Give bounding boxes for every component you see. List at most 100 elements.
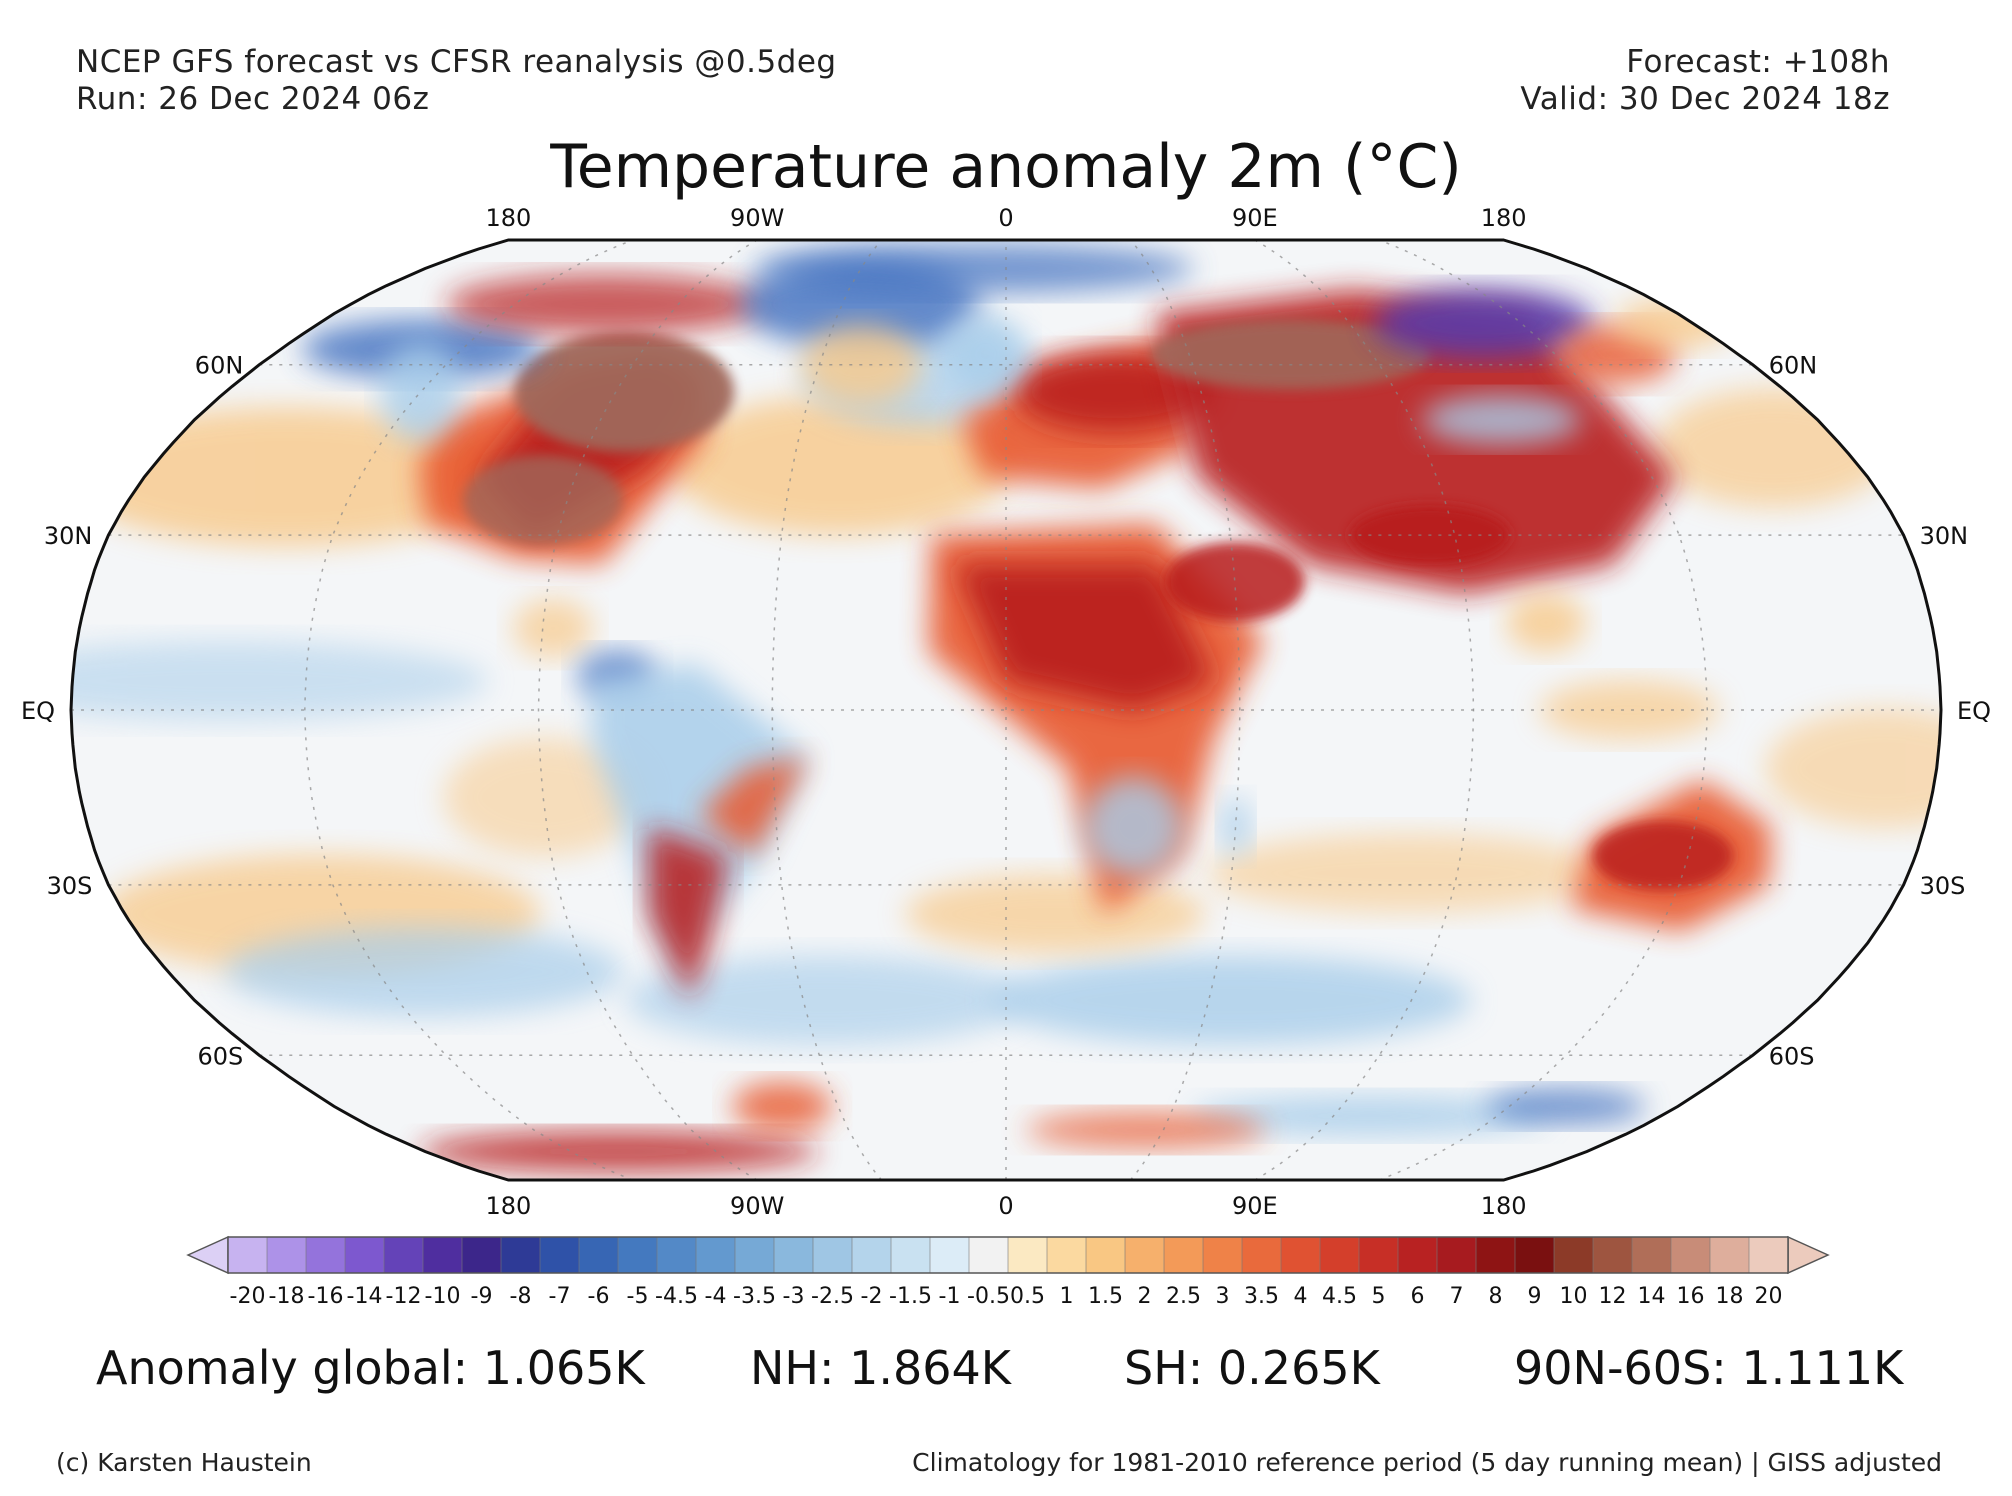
colorbar-swatch — [1319, 1236, 1360, 1274]
colorbar-swatch — [1046, 1236, 1087, 1274]
lat-label-eq-left: EQ — [21, 697, 55, 725]
lon-label-90e-top: 90E — [1232, 204, 1278, 232]
colorbar-swatch — [812, 1236, 853, 1274]
colorbar-swatch — [851, 1236, 892, 1274]
colorbar-swatch — [227, 1236, 268, 1274]
map-outline — [69, 238, 1943, 1182]
colorbar-swatch — [1553, 1236, 1594, 1274]
colorbar-min-arrow — [186, 1235, 229, 1275]
stat-sh-anomaly: SH: 0.265K — [1124, 1341, 1380, 1395]
colorbar-swatch — [1514, 1236, 1555, 1274]
colorbar-tick-label: -3 — [783, 1284, 805, 1309]
colorbar-tick-label: -3.5 — [733, 1284, 776, 1309]
lat-label-30s-right: 30S — [1920, 872, 1966, 900]
colorbar-swatch — [266, 1236, 307, 1274]
colorbar: -20 -18 -16 -14 -12 -10 -9 -8 -7 -6 -5 -4.5 -4 -3.5 -3… — [186, 1235, 1830, 1309]
colorbar-tick-label: 1 — [1060, 1284, 1074, 1309]
colorbar-tick-label: 4 — [1294, 1284, 1308, 1309]
colorbar-swatch — [773, 1236, 814, 1274]
stat-nh-anomaly: NH: 1.864K — [750, 1341, 1011, 1395]
lon-label-180-top: 180 — [485, 204, 531, 232]
colorbar-tick-label: 0.5 — [1010, 1284, 1045, 1309]
lat-label-eq-right: EQ — [1957, 697, 1991, 725]
header-left: NCEP GFS forecast vs CFSR reanalysis @0.… — [76, 44, 837, 118]
colorbar-swatch — [1241, 1236, 1282, 1274]
map-title: Temperature anomaly 2m (°C) — [550, 132, 1462, 202]
colorbar-swatch — [890, 1236, 931, 1274]
colorbar-swatch — [929, 1236, 970, 1274]
colorbar-swatch — [422, 1236, 463, 1274]
colorbar-tick-label: -5 — [627, 1284, 649, 1309]
lon-label-90w-top: 90W — [730, 204, 784, 232]
colorbar-swatch — [578, 1236, 619, 1274]
colorbar-swatch — [1436, 1236, 1477, 1274]
colorbar-tick-label: -6 — [588, 1284, 610, 1309]
colorbar-swatch — [1475, 1236, 1516, 1274]
colorbar-tick-label: -10 — [425, 1284, 461, 1309]
colorbar-tick-label: -9 — [471, 1284, 493, 1309]
lon-label-180-bottom: 180 — [485, 1192, 531, 1220]
colorbar-swatch — [1124, 1236, 1165, 1274]
colorbar-max-arrow — [1787, 1235, 1830, 1275]
colorbar-tick-label: -0.5 — [967, 1284, 1010, 1309]
colorbar-tick-label: 2.5 — [1166, 1284, 1201, 1309]
colorbar-swatch — [968, 1236, 1009, 1274]
stat-global-anomaly: Anomaly global: 1.065K — [96, 1341, 645, 1395]
colorbar-swatch — [1670, 1236, 1711, 1274]
colorbar-tick-label: -4 — [705, 1284, 727, 1309]
colorbar-swatch — [461, 1236, 502, 1274]
credit-text: (c) Karsten Haustein — [56, 1448, 312, 1477]
colorbar-tick-label: -2.5 — [811, 1284, 854, 1309]
colorbar-tick-label: 3 — [1216, 1284, 1230, 1309]
lat-label-30s-left: 30S — [47, 872, 93, 900]
colorbar-tick-label: -8 — [510, 1284, 532, 1309]
colorbar-swatch — [1397, 1236, 1438, 1274]
lon-label-180-top: 180 — [1481, 204, 1527, 232]
colorbar-tick-label: -18 — [269, 1284, 305, 1309]
colorbar-tick-label: 10 — [1560, 1284, 1588, 1309]
colorbar-tick-label: -14 — [347, 1284, 383, 1309]
colorbar-tick-label: -16 — [308, 1284, 344, 1309]
colorbar-swatch — [656, 1236, 697, 1274]
colorbar-tick-label: 2 — [1138, 1284, 1152, 1309]
lon-labels-top: 180 90W 0 90E 180 — [485, 204, 1526, 232]
graticule — [71, 239, 1941, 1181]
colorbar-swatch — [344, 1236, 385, 1274]
colorbar-swatch — [1631, 1236, 1672, 1274]
lat-labels: 60N 60N 30N 30N EQ EQ 30S 30S 60S 60S — [21, 352, 1991, 1071]
colorbar-tick-label: 12 — [1599, 1284, 1627, 1309]
colorbar-tick-label: -1.5 — [889, 1284, 932, 1309]
colorbar-tick-label: -20 — [230, 1284, 266, 1309]
colorbar-tick-label: -1 — [939, 1284, 961, 1309]
colorbar-swatch — [1163, 1236, 1204, 1274]
forecast-hour: Forecast: +108h — [1626, 44, 1890, 80]
colorbar-tick-label: -12 — [386, 1284, 422, 1309]
lon-label-0-top: 0 — [998, 204, 1013, 232]
colorbar-swatch — [734, 1236, 775, 1274]
colorbar-tick-label: 20 — [1755, 1284, 1783, 1309]
colorbar-swatch — [500, 1236, 541, 1274]
header-right: Forecast: +108h Valid: 30 Dec 2024 18z — [1520, 44, 1890, 118]
colorbar-frame — [227, 1236, 1789, 1274]
colorbar-swatch — [1085, 1236, 1126, 1274]
colorbar-swatch — [1007, 1236, 1048, 1274]
lat-label-60s-left: 60S — [198, 1042, 244, 1070]
colorbar-tick-label: 5 — [1372, 1284, 1386, 1309]
run-time: Run: 26 Dec 2024 06z — [76, 81, 430, 117]
colorbar-swatch — [1748, 1236, 1789, 1274]
colorbar-swatch — [305, 1236, 346, 1274]
valid-time: Valid: 30 Dec 2024 18z — [1520, 81, 1890, 117]
colorbar-tick-label: 14 — [1638, 1284, 1666, 1309]
colorbar-swatch — [617, 1236, 658, 1274]
colorbar-swatch — [539, 1236, 580, 1274]
colorbar-tick-label: 18 — [1716, 1284, 1744, 1309]
colorbar-tick-label: 9 — [1528, 1284, 1542, 1309]
stat-band-anomaly: 90N-60S: 1.111K — [1514, 1341, 1904, 1395]
lon-label-180-bottom: 180 — [1481, 1192, 1527, 1220]
colorbar-swatch — [1358, 1236, 1399, 1274]
colorbar-swatch — [1280, 1236, 1321, 1274]
lat-label-60s-right: 60S — [1769, 1042, 1815, 1070]
colorbar-tick-label: 3.5 — [1244, 1284, 1279, 1309]
lat-label-30n-left: 30N — [44, 522, 93, 550]
colorbar-tick-label: 1.5 — [1088, 1284, 1123, 1309]
